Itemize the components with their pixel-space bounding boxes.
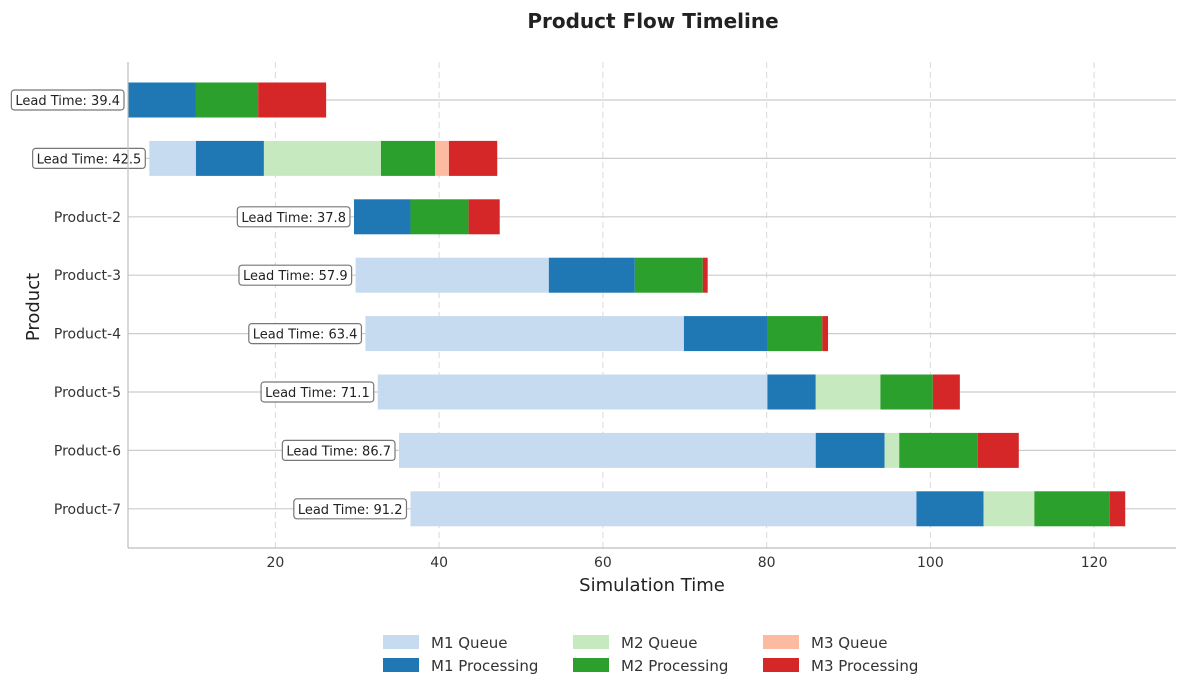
bar-segment-m2p [410, 199, 469, 235]
legend-item-m1q: M1 Queue [383, 634, 508, 652]
bar-segment-m2q [815, 374, 881, 410]
legend-label: M2 Processing [621, 657, 728, 675]
bar-segment-m1q [399, 432, 816, 468]
lead-time-box [238, 264, 353, 286]
bar-segment-m2q [884, 432, 900, 468]
x-tick-label: 60 [594, 555, 612, 571]
bar-segment-m1p [195, 140, 264, 176]
legend-label: M3 Processing [811, 657, 918, 675]
lead-time-text: Lead Time: 63.4 [253, 328, 358, 343]
legend-label: M1 Queue [431, 634, 508, 652]
axes: 20 40 60 80 100 120 Product-2 Product-3 Product-… [54, 62, 1176, 571]
legend-item-m2p: M2 Processing [573, 657, 728, 675]
bar-segment-m1p [815, 432, 885, 468]
x-tick-label: 20 [266, 555, 284, 571]
bar-segment-m3p [702, 257, 708, 293]
y-tick-label: Product-6 [54, 443, 121, 459]
lead-time-text: Lead Time: 57.9 [243, 269, 348, 284]
bar-segment-m3p [822, 316, 829, 352]
bar-segment-m3p [977, 432, 1019, 468]
bar-segment-m2q [263, 140, 381, 176]
bar-segment-m3p [448, 140, 498, 176]
lead-time-annotation: Lead Time: 63.4 [248, 323, 363, 345]
bar-segment-m1p [767, 374, 816, 410]
legend-swatch [763, 635, 799, 649]
bar-segment-m2q [983, 491, 1035, 527]
y-tick-label: Product-5 [54, 385, 121, 401]
bar-segment-m2p [195, 82, 259, 118]
x-tick-label: 100 [917, 555, 944, 571]
lead-time-annotation: Lead Time: 42.5 [32, 147, 146, 169]
bar-segment-m1q [365, 316, 684, 352]
bar-segment-m3q [435, 140, 449, 176]
bar-segment-m2p [634, 257, 703, 293]
bar-segment-m3p [1109, 491, 1126, 527]
bar-segment-m3p [468, 199, 500, 235]
lead-time-box [236, 206, 351, 228]
lead-time-text: Lead Time: 71.1 [265, 386, 370, 401]
bar-segment-m3p [258, 82, 327, 118]
lead-time-labels: Lead Time: 39.4 Lead Time: 42.5 Lead Time:… [10, 89, 408, 520]
grid-lines [274, 62, 1095, 548]
bar-segment-m3p [932, 374, 960, 410]
legend-swatch [763, 658, 799, 672]
lead-time-box [293, 498, 408, 520]
chart-title: Product Flow Timeline [527, 9, 778, 33]
bar-segment-m1p [548, 257, 635, 293]
y-axis-label: Product [23, 273, 44, 341]
bar-segment-m2p [899, 432, 978, 468]
bar-segment-m1p [128, 82, 196, 118]
x-axis-label: Simulation Time [579, 575, 725, 596]
legend-swatch [383, 658, 419, 672]
bar-segment-m1q [355, 257, 549, 293]
legend-item-m2q: M2 Queue [573, 634, 698, 652]
lead-time-annotation: Lead Time: 57.9 [238, 264, 353, 286]
bar-segment-m2p [380, 140, 436, 176]
legend-label: M1 Processing [431, 657, 538, 675]
lead-time-annotation: Lead Time: 37.8 [236, 206, 351, 228]
lead-time-annotation: Lead Time: 71.1 [260, 381, 375, 403]
lead-time-box [10, 89, 125, 111]
x-tick-label: 120 [1081, 555, 1108, 571]
legend-swatch [573, 635, 609, 649]
lead-time-annotation: Lead Time: 39.4 [10, 89, 125, 111]
lead-time-text: Lead Time: 86.7 [286, 444, 391, 459]
bar-segment-m1p [353, 199, 411, 235]
legend-swatch [573, 658, 609, 672]
lead-time-text: Lead Time: 42.5 [37, 152, 142, 167]
bar-segment-m1q [410, 491, 917, 527]
legend-label: M2 Queue [621, 634, 698, 652]
lead-time-annotation: Lead Time: 91.2 [293, 498, 408, 520]
legend-item-m1p: M1 Processing [383, 657, 538, 675]
legend-label: M3 Queue [811, 634, 888, 652]
bar-segment-m1p [916, 491, 984, 527]
y-tick-label: Product-3 [54, 268, 121, 284]
lead-time-box [260, 381, 375, 403]
bar-segment-m2p [767, 316, 823, 352]
legend-item-m3q: M3 Queue [763, 634, 888, 652]
x-tick-label: 40 [430, 555, 448, 571]
lead-time-box [281, 439, 396, 461]
bar-segment-m1q [149, 140, 196, 176]
lead-time-text: Lead Time: 39.4 [15, 94, 120, 109]
legend: M1 Queue M1 Processing M2 Queue M2 Processi… [383, 634, 918, 675]
x-tick-label: 80 [758, 555, 776, 571]
bar-segment-m2p [880, 374, 933, 410]
legend-item-m3p: M3 Processing [763, 657, 918, 675]
legend-swatch [383, 635, 419, 649]
lead-time-annotation: Lead Time: 86.7 [281, 439, 396, 461]
lead-time-box [32, 147, 146, 169]
lead-time-text: Lead Time: 91.2 [298, 503, 403, 518]
y-tick-label: Product-4 [54, 327, 121, 343]
bar-segment-m1p [683, 316, 768, 352]
y-tick-label: Product-7 [54, 502, 121, 518]
bar-segment-m1q [377, 374, 768, 410]
y-tick-label: Product-2 [54, 210, 121, 226]
bars [128, 82, 1126, 527]
lead-time-text: Lead Time: 37.8 [241, 211, 346, 226]
bar-segment-m2p [1034, 491, 1110, 527]
lead-time-box [248, 323, 363, 345]
